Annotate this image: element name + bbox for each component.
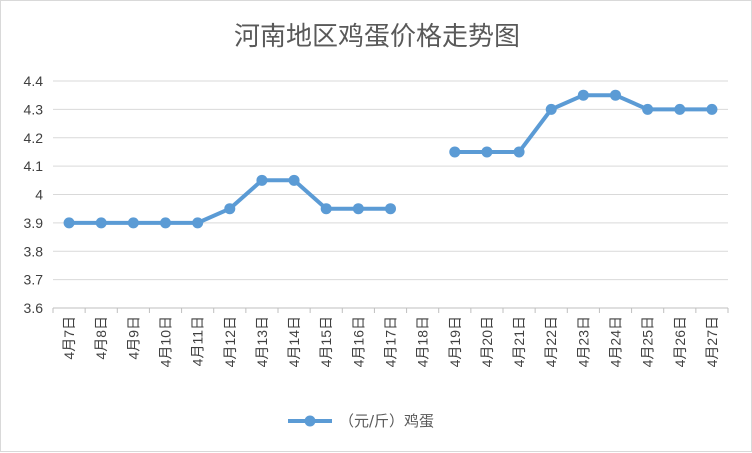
x-tick-label: 4月16日 [350,316,366,367]
y-tick-label: 4.3 [24,101,44,117]
y-axis: 3.6 3.7 3.8 3.9 4 4.1 4.2 4.3 4.4 [24,73,44,316]
data-point [288,174,300,186]
data-point [192,217,204,229]
data-point [481,146,493,158]
data-point [385,203,396,215]
x-axis: 4月7日 4月8日 4月9日 4月10日 4月11日 4月12日 4月13日 4月14日 4月1… [52,308,729,367]
x-tick-label: 4月23日 [575,316,591,367]
data-point [706,103,718,115]
x-tick-label: 4月7日 [61,316,77,360]
y-tick-label: 3.8 [24,243,44,259]
x-tick-label: 4月8日 [93,316,109,360]
x-tick-label: 4月11日 [190,316,206,366]
data-point [256,174,268,186]
y-tick-label: 3.6 [24,300,44,316]
x-tick-label: 4月15日 [318,316,334,367]
chart-title: 河南地区鸡蛋价格走势图 [234,22,520,52]
data-point [449,146,461,158]
data-point [642,103,654,115]
legend-label: （元/斤）鸡蛋 [339,412,434,430]
data-point [513,146,525,158]
y-tick-label: 3.7 [24,272,44,288]
legend: （元/斤）鸡蛋 [288,412,434,430]
x-tick-label: 4月26日 [672,316,688,367]
data-point [95,217,107,229]
y-tick-label: 4.2 [24,130,44,146]
x-tick-label: 4月19日 [447,316,463,367]
x-tick-label: 4月13日 [254,316,270,367]
data-point [352,203,364,215]
gridlines [53,80,728,309]
y-tick-label: 4 [35,187,43,203]
data-point [674,103,686,115]
data-point [127,217,139,229]
data-point [63,217,75,229]
x-tick-label: 4月25日 [640,316,656,367]
x-tick-label: 4月21日 [511,316,527,367]
y-tick-label: 3.9 [24,215,44,231]
x-tick-label: 4月12日 [222,316,238,367]
x-tick-label: 4月9日 [125,316,141,360]
x-tick-label: 4月17日 [383,316,399,367]
x-tick-label: 4月18日 [415,316,431,367]
data-point [545,103,557,115]
y-tick-label: 4.1 [24,158,44,174]
x-tick-label: 4月24日 [608,316,624,367]
x-tick-label: 4月22日 [543,316,559,367]
data-point [577,89,589,101]
data-point [224,203,236,215]
y-tick-label: 4.4 [24,73,44,89]
legend-marker-swatch [304,415,316,427]
x-tick-label: 4月27日 [704,316,720,367]
x-tick-label: 4月10日 [158,316,174,367]
x-tick-label: 4月20日 [479,316,495,367]
data-point [160,217,171,229]
series-layer [63,89,718,229]
x-tick-label: 4月14日 [286,316,302,367]
data-point [610,89,621,101]
data-point [320,203,332,215]
